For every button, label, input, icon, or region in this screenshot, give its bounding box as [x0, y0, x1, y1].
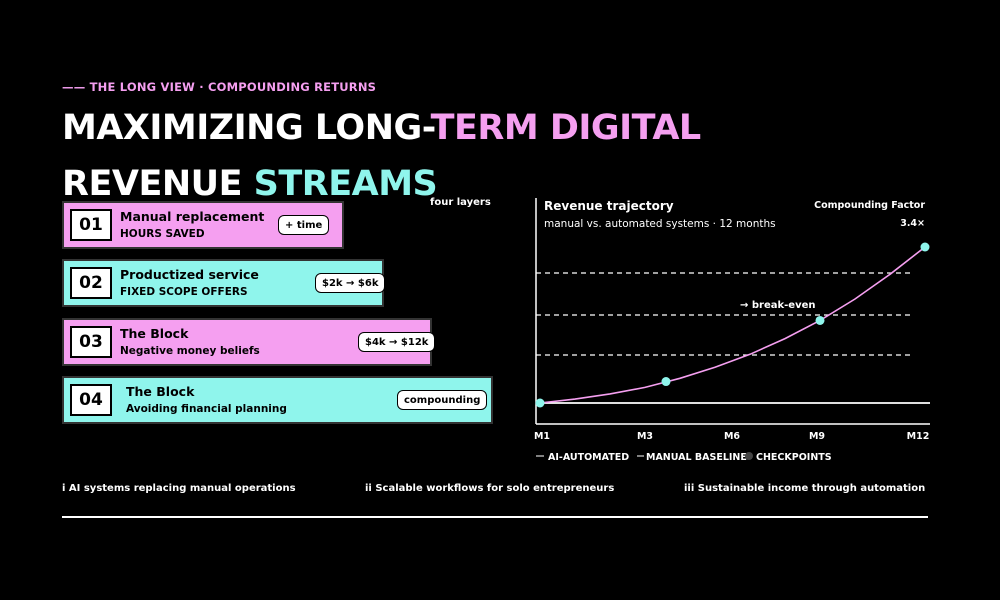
kicker: —— THE LONG VIEW · COMPOUNDING RETURNS: [62, 80, 377, 94]
layer-subtitle: Avoiding financial planning: [126, 403, 287, 415]
x-tick-label: M12: [907, 431, 930, 442]
chart-subtitle: manual vs. automated systems · 12 months: [544, 218, 776, 230]
footer-divider: [62, 516, 928, 518]
title-line-1-pink: TERM DIGITAL: [430, 108, 702, 148]
layers-label: four layers: [430, 197, 491, 208]
layer-tag: + time: [278, 215, 330, 235]
layer-tag: $2k → $6k: [315, 273, 386, 293]
x-tick-label: M6: [724, 431, 740, 442]
layer-subtitle: HOURS SAVED: [120, 228, 205, 240]
compounding-factor-value: 3.4×: [900, 218, 925, 229]
layer-tag: $4k → $12k: [358, 332, 436, 352]
legend-manual-baseline: MANUAL BASELINE: [646, 452, 747, 463]
layer-number: 04: [70, 384, 112, 416]
footer-point-1: i AI systems replacing manual operations: [62, 483, 296, 494]
page-title: MAXIMIZING LONG-TERM DIGITAL REVENUE STR…: [62, 100, 701, 212]
x-tick-label: M1: [534, 431, 550, 442]
footer-point-2: ii Scalable workflows for solo entrepren…: [365, 483, 615, 494]
layer-subtitle: Negative money beliefs: [120, 345, 260, 357]
checkpoint-point-4: [920, 242, 930, 252]
checkpoint-point-1: [535, 398, 545, 408]
title-line-1: MAXIMIZING LONG-TERM DIGITAL: [62, 100, 701, 156]
layer-title: The Block: [126, 384, 195, 399]
layer-tag: compounding: [397, 390, 488, 410]
layer-title: Manual replacement: [120, 209, 265, 224]
layer-card-2: 02 Productized service FIXED SCOPE OFFER…: [62, 259, 386, 307]
layer-subtitle: FIXED SCOPE OFFERS: [120, 286, 248, 298]
revenue-chart-svg: Revenue trajectory manual vs. automated …: [534, 198, 930, 463]
series-ai-automated: [539, 246, 926, 404]
compounding-factor-label: Compounding Factor: [814, 200, 925, 211]
checkpoint-point-2: [661, 377, 671, 387]
legend-swatch-checkpoints: [745, 452, 753, 460]
layer-title: Productized service: [120, 267, 259, 282]
layer-number: 01: [70, 209, 112, 241]
title-line-2: REVENUE STREAMS: [62, 156, 701, 212]
x-tick-label: M9: [809, 431, 825, 442]
title-line-1-white: MAXIMIZING LONG-: [62, 108, 431, 148]
checkpoint-point-3: [815, 315, 825, 325]
footer-point-3: iii Sustainable income through automatio…: [684, 483, 926, 494]
break-even-annotation: → break-even: [740, 300, 815, 311]
title-line-2-cyan: STREAMS: [253, 164, 438, 204]
layer-number: 03: [70, 326, 112, 358]
layer-card-1: 01 Manual replacement HOURS SAVED + time: [62, 201, 344, 249]
layer-title: The Block: [120, 326, 189, 341]
layer-card-3: 03 The Block Negative money beliefs $4k …: [62, 318, 436, 366]
legend-ai-automated: AI-AUTOMATED: [548, 452, 629, 463]
x-tick-label: M3: [637, 431, 653, 442]
layer-number: 02: [70, 267, 112, 299]
chart-title: Revenue trajectory: [544, 199, 674, 213]
legend-checkpoints: CHECKPOINTS: [756, 452, 832, 463]
title-line-2-white: REVENUE: [62, 164, 254, 204]
layer-card-4: 04 The Block Avoiding financial planning…: [62, 376, 493, 424]
revenue-chart: Revenue trajectory manual vs. automated …: [520, 190, 960, 480]
